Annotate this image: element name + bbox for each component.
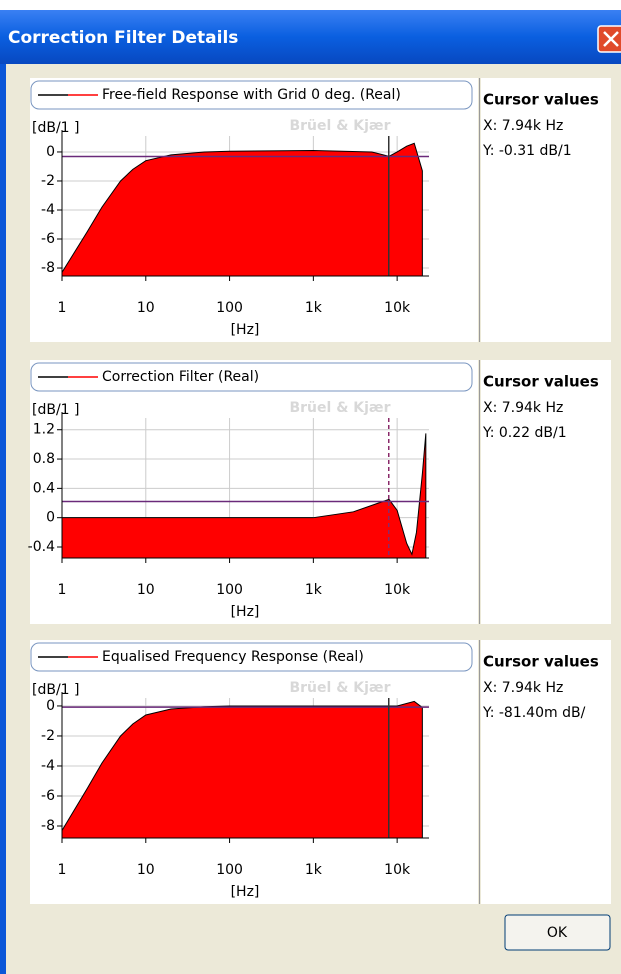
cursor-y-label: Y: 0.22 dB/1 <box>482 425 567 441</box>
cursor-y-label: Y: -81.40m dB/ <box>482 705 586 721</box>
y-tick-label: 0 <box>46 144 55 160</box>
y-tick-label: 0 <box>46 510 55 526</box>
x-tick-label: 10 <box>137 862 155 878</box>
y-tick-label: -2 <box>41 728 55 744</box>
cursor-y-label: Y: -0.31 dB/1 <box>482 143 572 159</box>
x-tick-label: 10k <box>384 862 411 878</box>
cursor-x-label: X: 7.94k Hz <box>483 400 563 416</box>
y-tick-label: -8 <box>41 260 55 276</box>
y-tick-label: 0.4 <box>33 480 55 496</box>
cursor-heading: Cursor values <box>483 91 599 109</box>
x-tick-label: 10 <box>137 300 155 316</box>
watermark: Brüel & Kjær <box>289 680 390 696</box>
close-icon <box>603 31 619 47</box>
y-tick-label: -0.4 <box>28 539 55 555</box>
window-title: Correction Filter Details <box>8 28 238 48</box>
area <box>62 142 423 276</box>
x-axis-label: [Hz] <box>231 604 260 620</box>
chart-panel <box>30 360 478 624</box>
legend-box <box>30 362 473 392</box>
watermark: Brüel & Kjær <box>289 118 390 134</box>
x-tick-label: 1 <box>58 582 67 598</box>
x-tick-label: 1k <box>305 300 323 316</box>
ok-button[interactable] <box>504 914 611 951</box>
x-tick-label: 1 <box>58 862 67 878</box>
cursor-panel <box>481 360 611 624</box>
y-axis-label: [dB/1 ] <box>32 682 80 698</box>
x-tick-label: 10 <box>137 582 155 598</box>
x-tick-label: 100 <box>216 862 243 878</box>
y-tick-label: -4 <box>41 202 55 218</box>
legend-box <box>30 642 473 672</box>
cursor-panel <box>481 78 611 342</box>
cursor-heading: Cursor values <box>483 373 599 391</box>
x-tick-label: 100 <box>216 300 243 316</box>
y-tick-label: 0.8 <box>33 451 55 467</box>
y-tick-label: -2 <box>41 173 55 189</box>
y-axis-label: [dB/1 ] <box>32 120 80 136</box>
cursor-panel <box>481 640 611 904</box>
x-tick-label: 1k <box>305 582 323 598</box>
y-tick-label: -4 <box>41 758 55 774</box>
watermark: Brüel & Kjær <box>289 400 390 416</box>
legend-label: Correction Filter (Real) <box>102 369 259 385</box>
y-tick-label: -6 <box>41 788 55 804</box>
legend-label: Equalised Frequency Response (Real) <box>102 649 364 665</box>
x-tick-label: 10k <box>384 300 411 316</box>
legend-box <box>30 80 473 110</box>
ok-label: OK <box>547 925 568 941</box>
x-axis-label: [Hz] <box>231 322 260 338</box>
y-tick-label: -6 <box>41 231 55 247</box>
cursor-heading: Cursor values <box>483 653 599 671</box>
x-tick-label: 10k <box>384 582 411 598</box>
top-strip <box>0 0 621 10</box>
y-tick-label: 0 <box>46 698 55 714</box>
x-tick-label: 100 <box>216 582 243 598</box>
legend-label: Free-field Response with Grid 0 deg. (Re… <box>102 87 401 103</box>
x-tick-label: 1k <box>305 862 323 878</box>
y-axis-label: [dB/1 ] <box>32 402 80 418</box>
x-tick-label: 1 <box>58 300 67 316</box>
title-bar <box>0 10 621 64</box>
x-axis-label: [Hz] <box>231 884 260 900</box>
cursor-x-label: X: 7.94k Hz <box>483 680 563 696</box>
area <box>62 433 427 558</box>
cursor-x-label: X: 7.94k Hz <box>483 118 563 134</box>
y-tick-label: 1.2 <box>33 422 55 438</box>
y-tick-label: -8 <box>41 818 55 834</box>
